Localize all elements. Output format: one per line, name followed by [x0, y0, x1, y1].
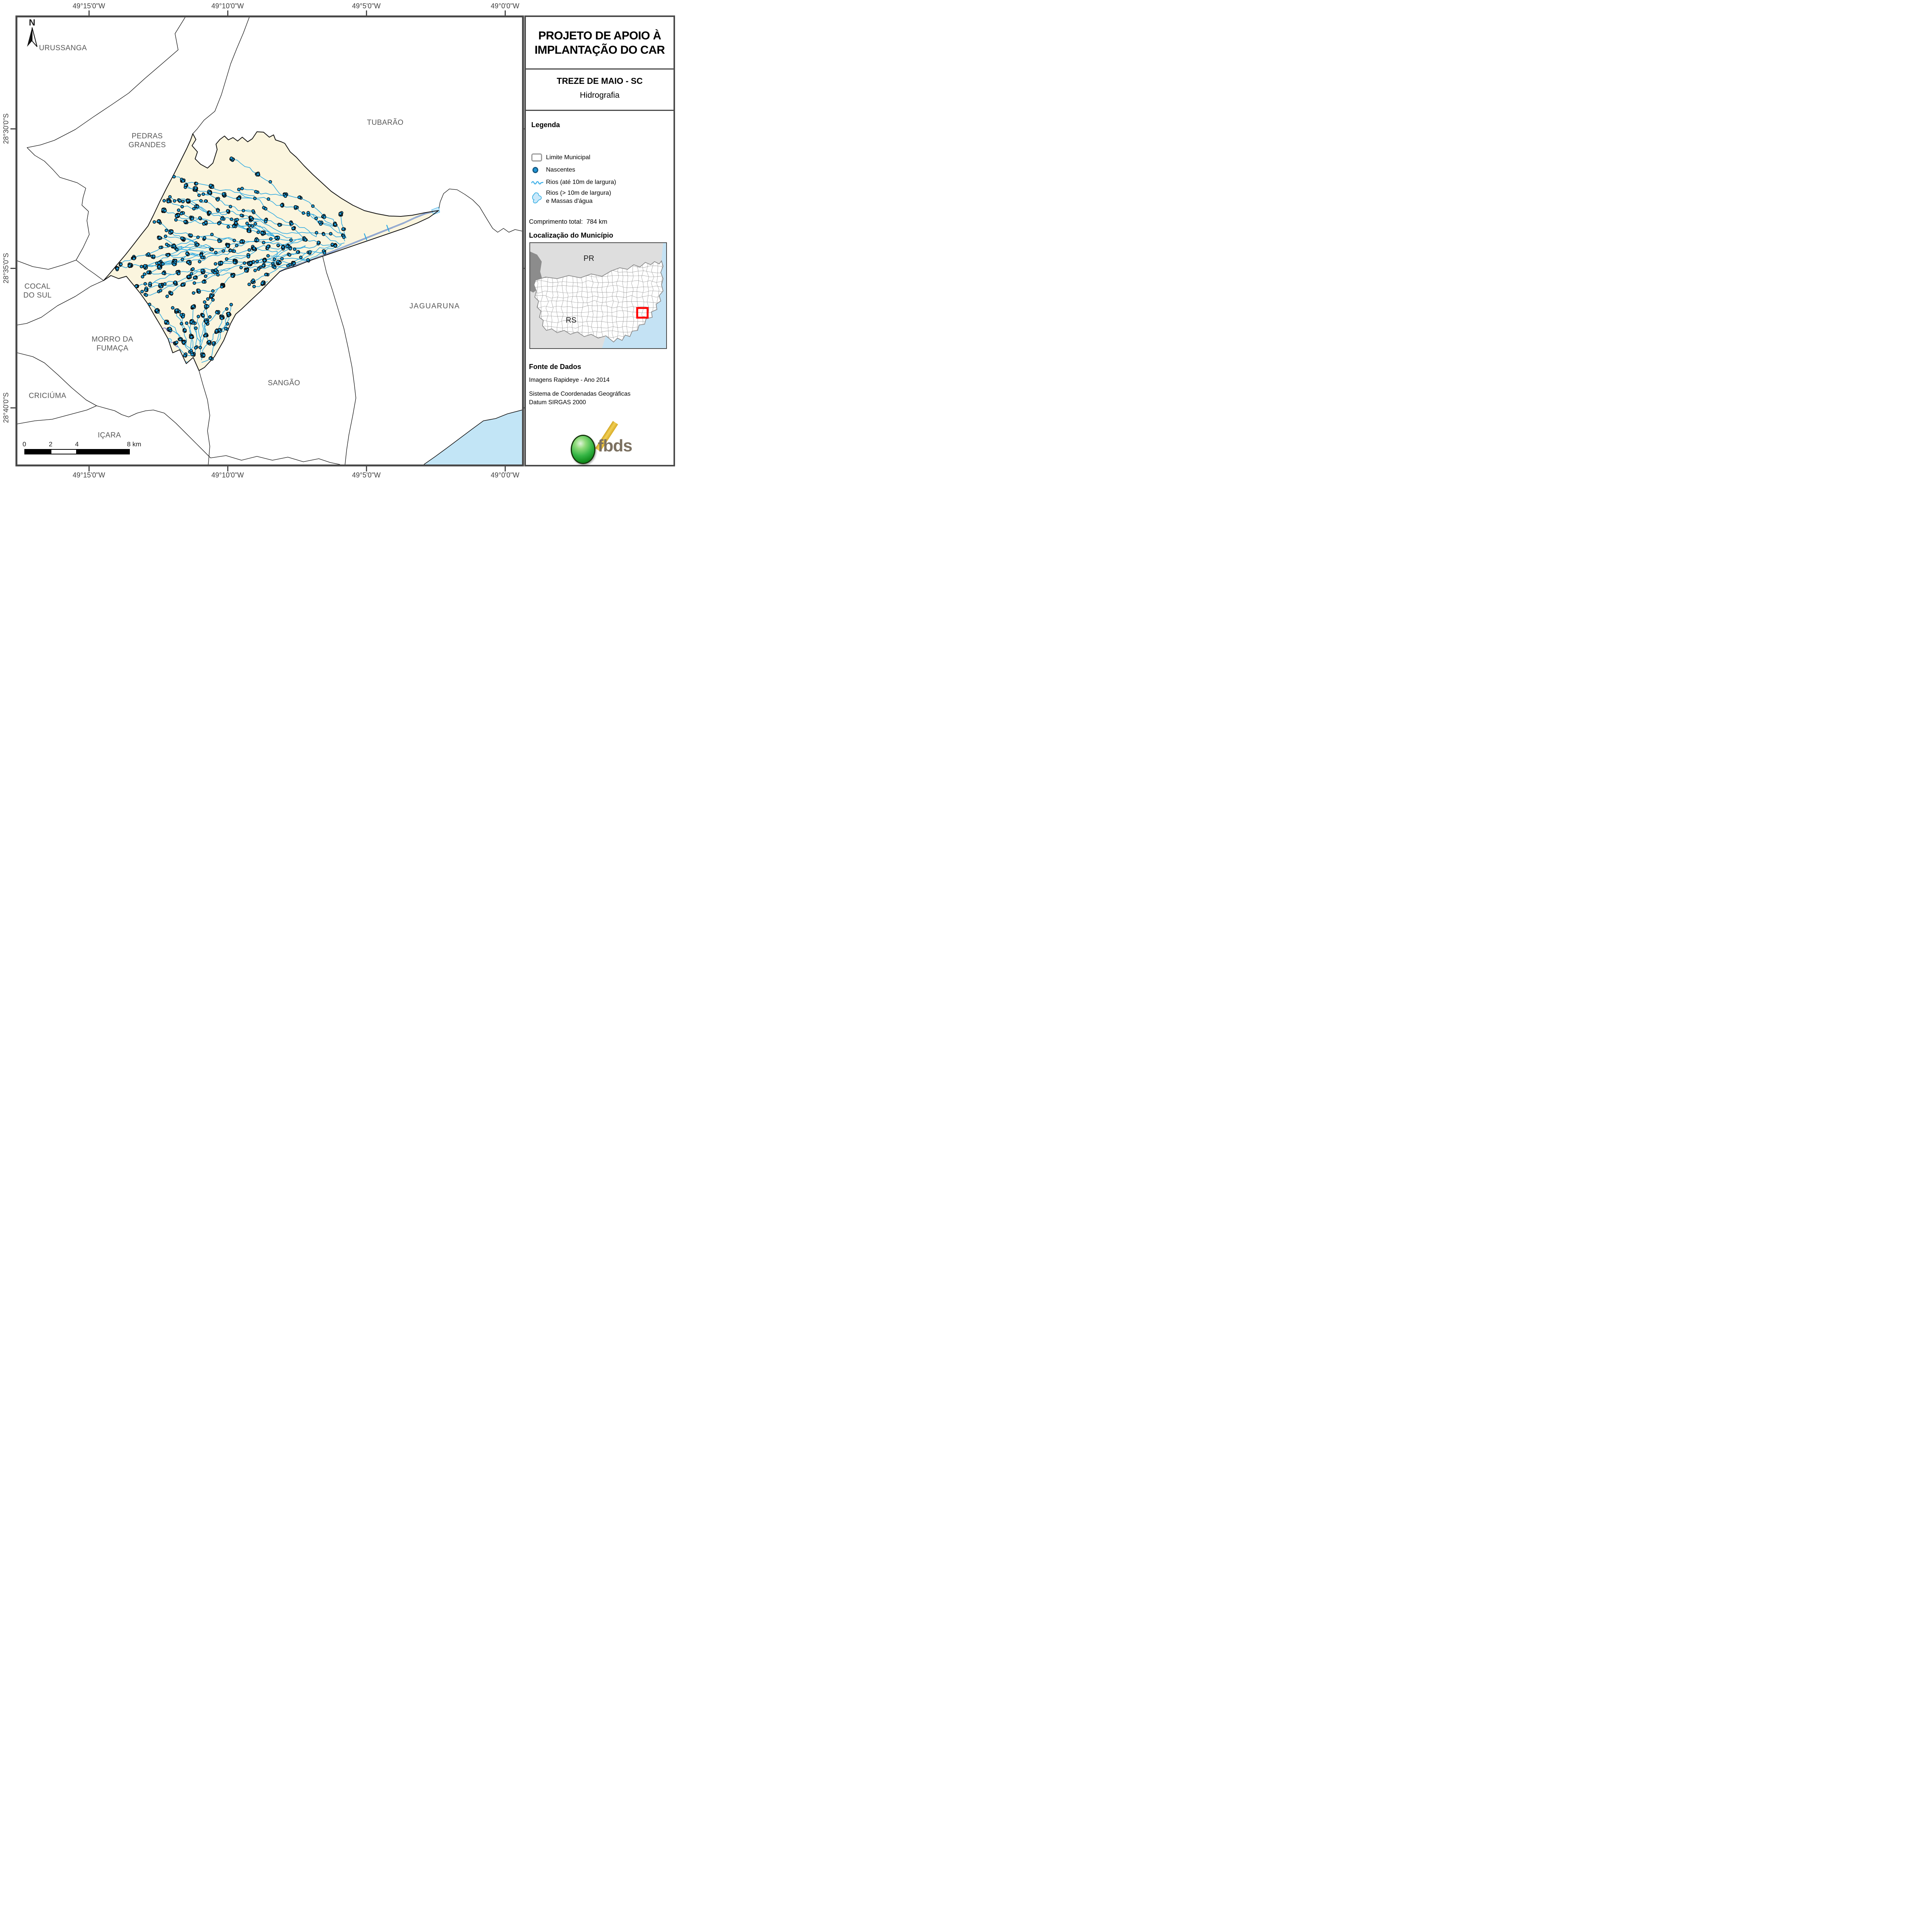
lon-label-bottom-3: 49°5'0"W: [352, 471, 381, 479]
map-label-criciuma: CRICIÚMA: [29, 392, 66, 400]
location-inset-map: PR RS: [529, 242, 667, 349]
panel-title: PROJETO DE APOIO À IMPLANTAÇÃO DO CAR: [526, 17, 673, 70]
legend-item-massas: Rios (> 10m de largura) e Massas d'água: [531, 189, 611, 205]
map-label-morro-da-fumaca-2: FUMAÇA: [96, 344, 129, 352]
legend-label: Rios (> 10m de largura) e Massas d'água: [546, 190, 611, 204]
lat-label-3: 28°40'0"S: [2, 392, 10, 423]
grid-tick: [227, 10, 228, 15]
lon-label-top-3: 49°5'0"W: [352, 2, 381, 10]
grid-tick: [366, 466, 367, 471]
side-panel: PROJETO DE APOIO À IMPLANTAÇÃO DO CAR TR…: [524, 15, 675, 466]
legend-label: Rios (até 10m de largura): [546, 179, 616, 185]
source-line1: Imagens Rapideye - Ano 2014: [529, 377, 610, 383]
north-letter: N: [29, 17, 36, 27]
scale-tick-0: 0: [22, 441, 26, 448]
lat-label-2: 28°35'0"S: [2, 253, 10, 284]
grid-tick: [10, 268, 15, 269]
springs-layer: [114, 157, 346, 361]
lon-label-bottom-2: 49°10'0"W: [211, 471, 244, 479]
neighbour-boundaries: [17, 17, 522, 464]
source-header: Fonte de Dados: [529, 363, 582, 371]
main-map: N URUSSANGA PEDRAS GRANDES TUBARÃO COCAL…: [15, 15, 524, 466]
panel-content: Legenda Limite Municipal Nascentes Rios …: [526, 111, 673, 465]
map-label-sangao: SANGÃO: [268, 379, 300, 387]
scale-tick-4: 4: [75, 441, 79, 448]
map-label-tubarao: TUBARÃO: [367, 119, 404, 127]
lon-label-top-1: 49°15'0"W: [72, 2, 105, 10]
north-arrow: N: [20, 18, 44, 51]
total-length-value: 784 km: [586, 218, 607, 225]
total-length: Comprimento total: 784 km: [529, 218, 607, 225]
scale-bar: 0 2 4 8 km: [22, 441, 156, 458]
map-sheet: N URUSSANGA PEDRAS GRANDES TUBARÃO COCAL…: [0, 0, 678, 480]
map-label-urussanga: URUSSANGA: [39, 44, 87, 52]
grid-tick: [10, 128, 15, 129]
grid-tick: [88, 10, 90, 15]
municipality-marker: [636, 307, 649, 319]
legend-label: Limite Municipal: [546, 154, 590, 161]
map-label-morro-da-fumaca-1: MORRO DA: [92, 335, 133, 344]
inset-label-pr: PR: [583, 254, 594, 263]
lon-label-top-2: 49°10'0"W: [211, 2, 244, 10]
logo-text: fbds: [598, 436, 633, 455]
title-line2: IMPLANTAÇÃO DO CAR: [534, 44, 665, 56]
map-label-cocal-do-sul-1: COCAL: [24, 282, 51, 291]
spring-dot-swatch: [531, 167, 544, 173]
legend-item-nascentes: Nascentes: [531, 166, 575, 174]
map-label-pedras-grandes-2: GRANDES: [128, 141, 166, 149]
coastline: [423, 410, 522, 464]
title-line1: PROJETO DE APOIO À: [538, 29, 661, 42]
inset-state-outline: [534, 260, 663, 343]
map-label-jaguaruna: JAGUARUNA: [409, 302, 460, 310]
source-line2: Sistema de Coordenadas Geográficas: [529, 391, 631, 397]
panel-subtitle: TREZE DE MAIO - SC Hidrografia: [526, 70, 673, 111]
ocean: [424, 410, 522, 464]
grid-tick: [366, 10, 367, 15]
inset-label-rs: RS: [566, 316, 577, 325]
scale-tick-8: 8 km: [127, 441, 141, 448]
location-header: Localização do Município: [529, 231, 614, 239]
river-line-swatch: [531, 180, 544, 185]
legend-label: Nascentes: [546, 167, 575, 173]
map-theme: Hidrografia: [580, 91, 620, 100]
grid-tick: [88, 466, 90, 471]
map-label-icara: IÇARA: [97, 431, 121, 439]
legend-item-rios: Rios (até 10m de largura): [531, 178, 616, 186]
map-canvas: [17, 17, 522, 464]
grid-tick: [227, 466, 228, 471]
scale-tick-2: 2: [49, 441, 53, 448]
tail-tributaries: [364, 225, 390, 241]
municipality-boundary: [103, 131, 439, 371]
grid-tick: [505, 10, 506, 15]
lon-label-bottom-4: 49°0'0"W: [490, 471, 520, 479]
fbds-logo: fbds: [562, 419, 667, 465]
grid-tick: [10, 407, 15, 408]
lon-label-bottom-1: 49°15'0"W: [72, 471, 105, 479]
municipality-name: TREZE DE MAIO - SC: [556, 76, 643, 86]
grid-tick: [505, 466, 506, 471]
map-label-cocal-do-sul-2: DO SUL: [23, 291, 52, 299]
source-line3: Datum SIRGAS 2000: [529, 399, 586, 406]
logo-sphere-icon: [571, 435, 595, 464]
lon-label-top-4: 49°0'0"W: [490, 2, 520, 10]
scale-seg-1: [24, 449, 51, 454]
water-body-swatch: [531, 189, 544, 205]
north-arrow-icon: [27, 27, 37, 47]
map-label-pedras-grandes-1: PEDRAS: [131, 132, 163, 140]
legend-item-limite: Limite Municipal: [531, 153, 590, 162]
scale-seg-3: [77, 449, 130, 454]
lat-label-1: 28°30'0"S: [2, 113, 10, 144]
municipal-boundary-swatch: [531, 153, 544, 162]
inset-ocean: [602, 243, 666, 348]
legend-header: Legenda: [531, 121, 560, 129]
scale-seg-2: [51, 449, 77, 454]
